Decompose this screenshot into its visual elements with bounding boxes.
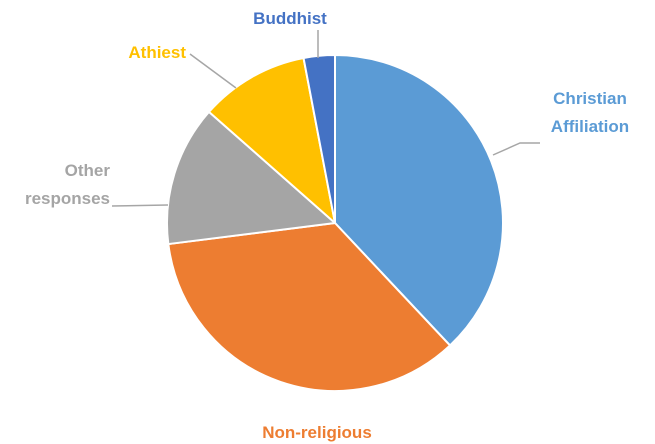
slice-other-responses xyxy=(165,110,336,246)
leader-lines xyxy=(111,30,540,207)
slice-athiest xyxy=(207,56,336,224)
leader-line-christian-affiliation xyxy=(492,142,540,156)
slice-non-religious xyxy=(167,222,451,393)
slice-christian-affiliation xyxy=(334,54,504,347)
leader-line-other-responses xyxy=(111,204,169,207)
label-christian-affiliation: Christian Affiliation xyxy=(551,89,629,136)
label-other-responses: Other responses xyxy=(25,161,110,208)
slice-buddhist xyxy=(302,54,336,224)
label-athiest: Athiest xyxy=(128,43,186,62)
label-non-religious: Non-religious xyxy=(262,423,372,442)
slice-labels: Christian Affiliation Non-religious Other re… xyxy=(25,9,629,442)
pie-slices xyxy=(165,54,504,393)
label-buddhist: Buddhist xyxy=(253,9,327,28)
leader-line-athiest xyxy=(189,53,237,89)
